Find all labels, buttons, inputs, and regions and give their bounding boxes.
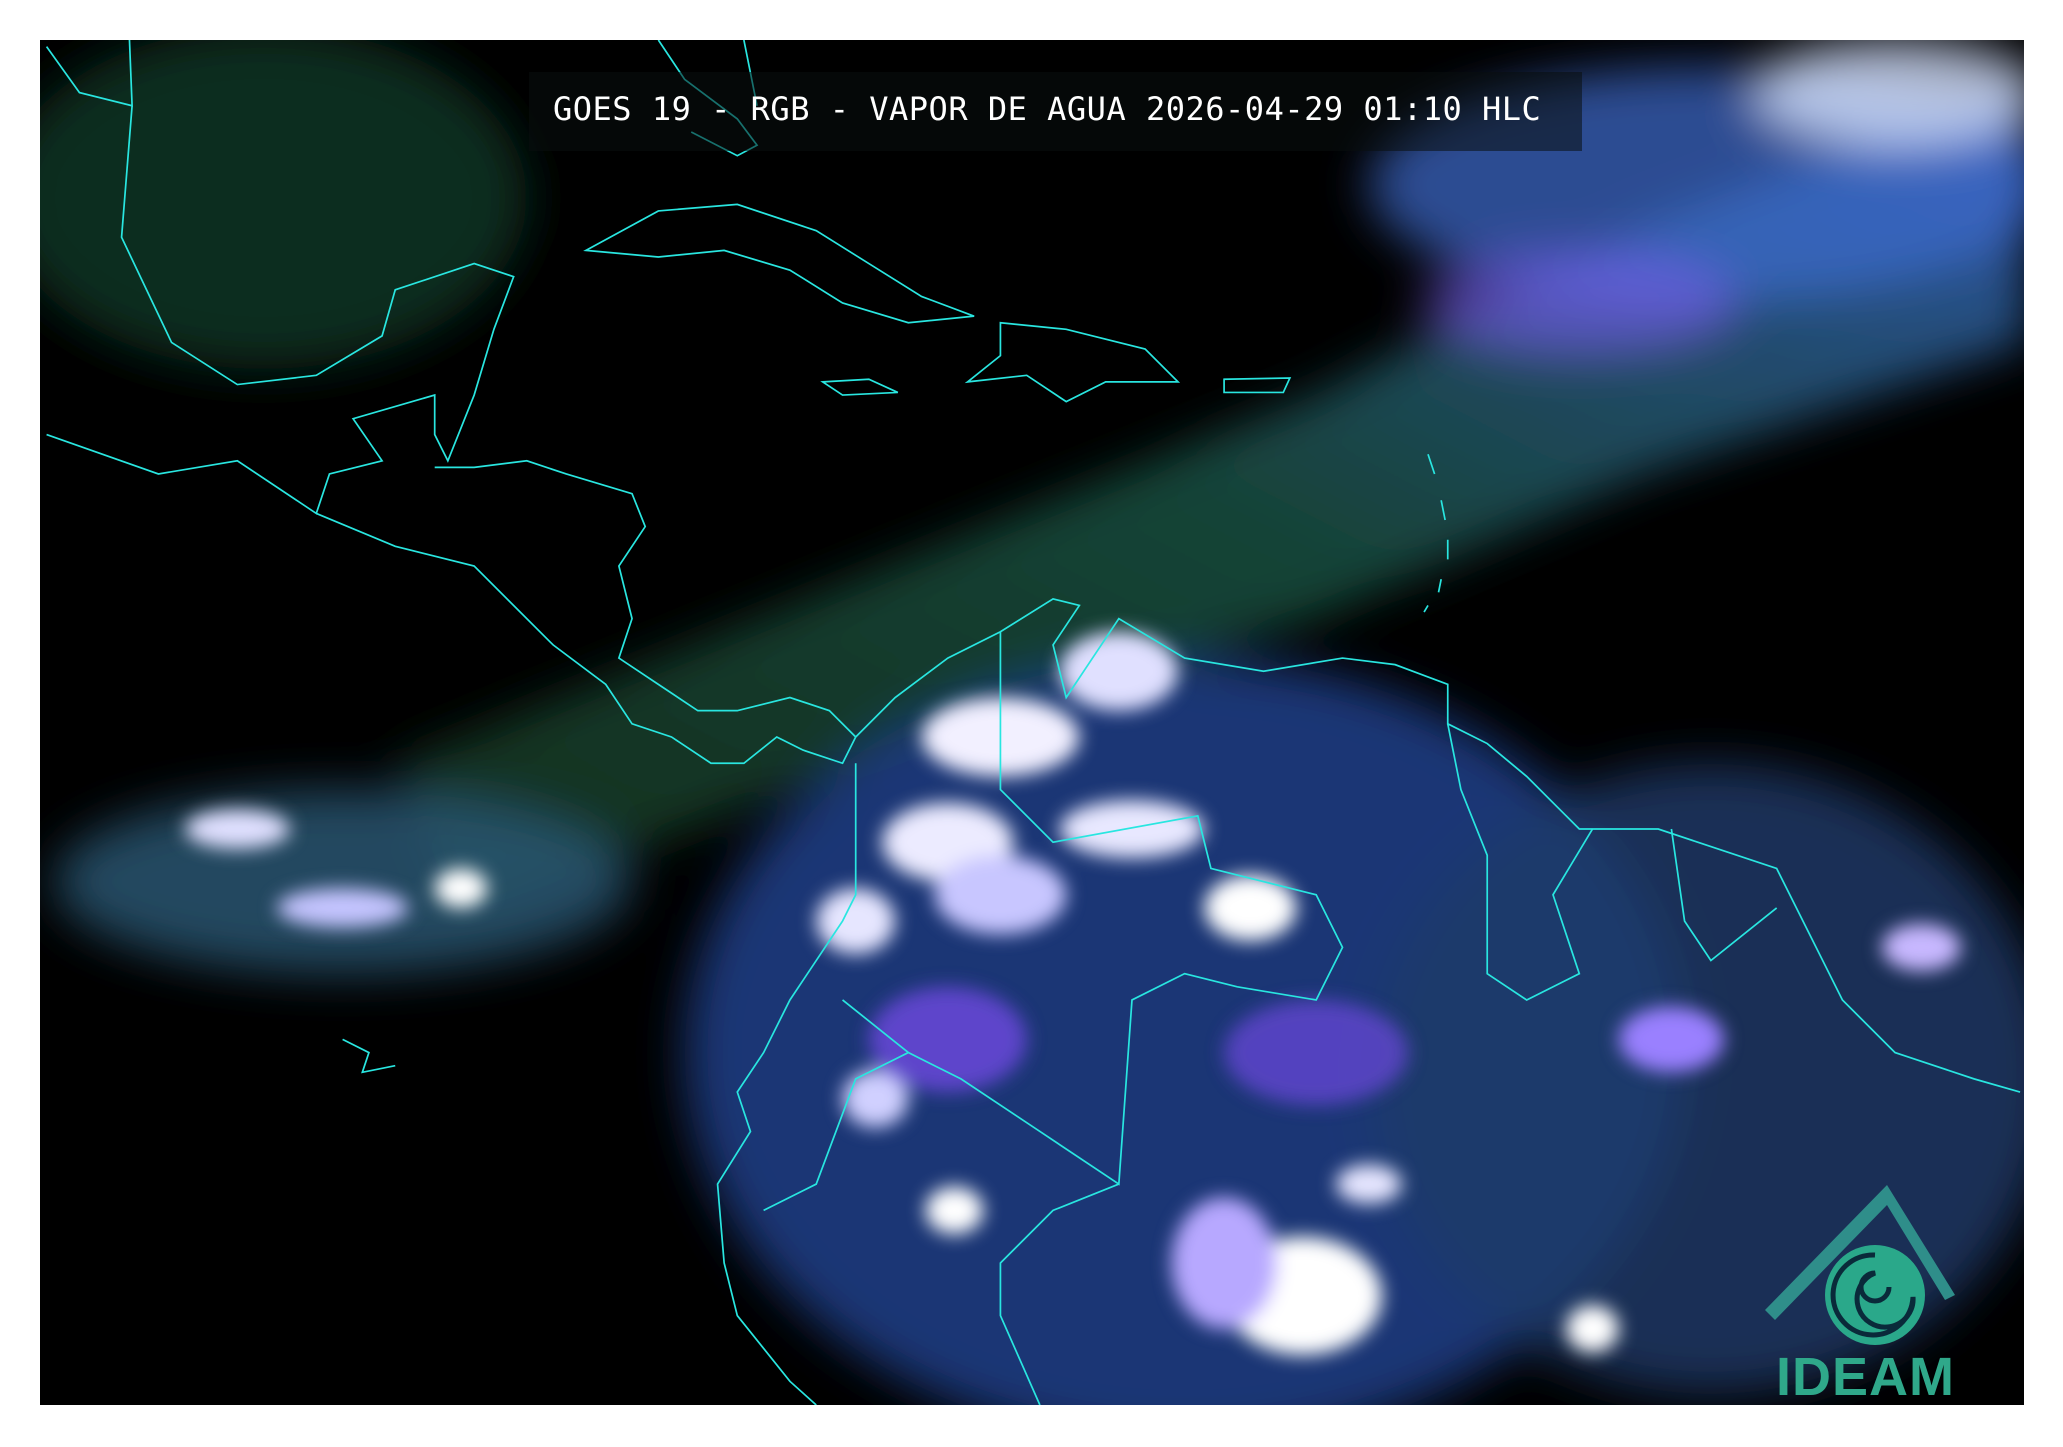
satellite-image — [40, 40, 2024, 1405]
ideam-logo-text: IDEAM — [1776, 1347, 1955, 1407]
convective-clouds — [184, 631, 1961, 1356]
coastline-florida-gulf — [45, 40, 515, 515]
border-peru-brazil — [763, 1051, 1120, 1405]
image-title: GOES 19 - RGB - VAPOR DE AGUA 2026-04-29… — [553, 90, 1542, 128]
islands-lesser-antilles — [342, 453, 1449, 1074]
coastlines — [45, 40, 2021, 1405]
water-vapor-imagery — [40, 40, 2024, 1405]
coastline-jamaica — [820, 378, 899, 396]
coastline-south-america-north — [855, 597, 2021, 1093]
moisture-band — [40, 40, 2024, 1405]
title-background — [529, 72, 1582, 151]
border-venezuela-guyana — [1446, 723, 1778, 1001]
ideam-logo-icon — [1765, 1185, 1955, 1345]
coastline-central-america — [315, 459, 857, 765]
border-colombia — [842, 631, 1344, 1186]
coastline-south-america-pacific — [716, 763, 857, 1405]
coastline-cuba — [583, 203, 975, 324]
coastline-hispaniola — [964, 321, 1181, 403]
coastline-puerto-rico — [1223, 377, 1292, 394]
